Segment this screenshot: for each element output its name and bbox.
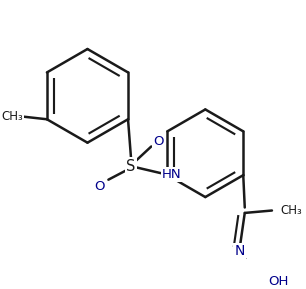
Text: N: N [234,244,244,258]
Text: CH₃: CH₃ [1,110,23,123]
Text: OH: OH [269,275,289,288]
Text: O: O [95,180,105,193]
Text: S: S [126,159,136,174]
Text: HN: HN [162,168,182,181]
Text: O: O [153,134,164,147]
Text: CH₃: CH₃ [280,204,302,217]
